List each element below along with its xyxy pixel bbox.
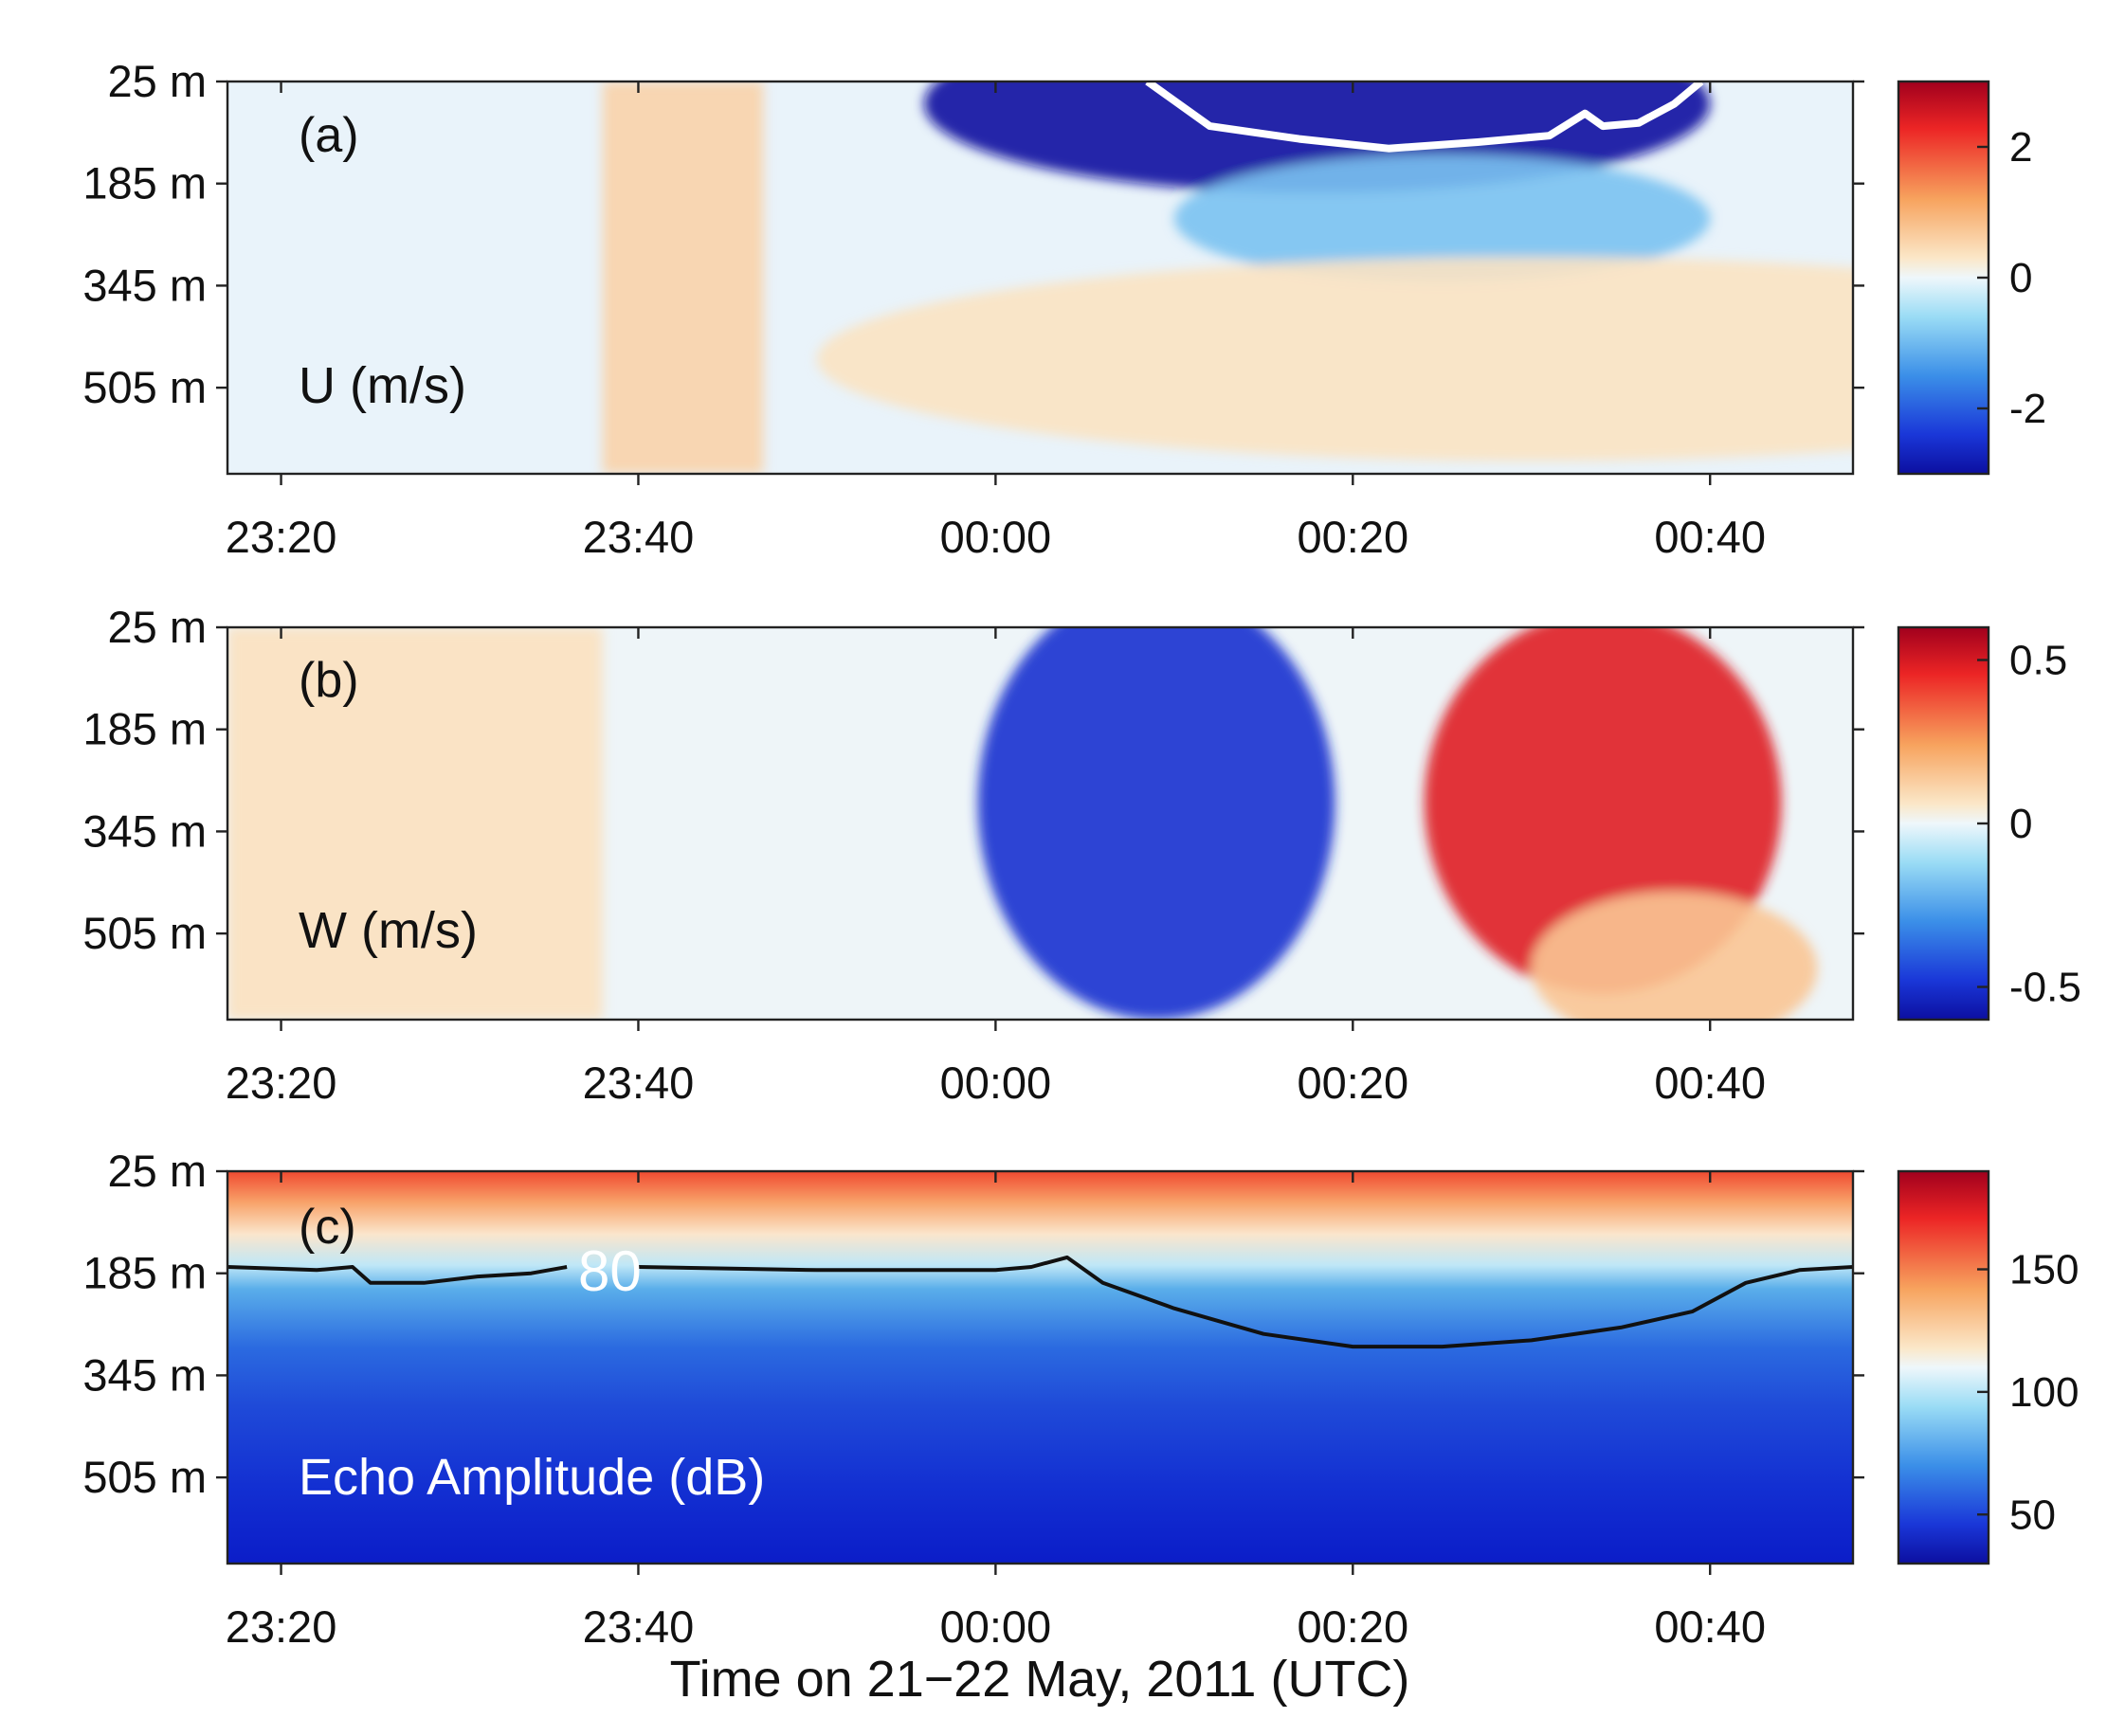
panel-b-tag: (b) — [299, 653, 359, 708]
panel-c-variable-label: Echo Amplitude (dB) — [299, 1449, 765, 1506]
panel-b-colorbar — [1897, 625, 1990, 1022]
panel-2-ytick-label-3: 505 m — [82, 1452, 207, 1502]
panel-2-xtick-label-0: 23:20 — [226, 1601, 337, 1652]
panel-1-xtick-label-4: 00:40 — [1654, 1058, 1766, 1108]
panel-b-colorbar-ticks: 0.5 0 -0.5 — [1977, 638, 2081, 1011]
panel-2-ytick-label-1: 185 m — [82, 1248, 207, 1298]
panel-0-xtick-label-0: 23:20 — [226, 512, 337, 562]
panel-1-cb-label-1: 0 — [2009, 801, 2032, 847]
panel-a-variable-label: U (m/s) — [299, 357, 466, 414]
panel-2-ytick-label-2: 345 m — [82, 1349, 207, 1400]
panel-0-xtick-label-1: 23:40 — [583, 512, 695, 562]
panel-0-ytick-label-2: 345 m — [82, 260, 207, 310]
panel-0-xtick-label-2: 00:00 — [940, 512, 1052, 562]
panel-c-contour-label: 80 — [578, 1239, 642, 1303]
panel-0-cb-label-1: 0 — [2009, 255, 2032, 301]
panel-2-xtick-label-1: 23:40 — [583, 1601, 695, 1652]
panel-2-cb-label-1: 100 — [2009, 1369, 2079, 1416]
panel-a-axes-frame — [226, 80, 1855, 476]
panel-0-ytick-label-0: 25 m — [108, 56, 208, 106]
panel-1-cb-label-2: -0.5 — [2009, 965, 2081, 1011]
panel-c-background — [227, 1171, 1853, 1564]
panel-b: 23:20 23:40 00:00 00:20 00:40 25 m 185 m 345 m 5… — [82, 602, 2081, 1108]
panel-2-xtick-label-4: 00:40 — [1654, 1601, 1766, 1652]
panel-b-axes-frame — [226, 625, 1855, 1022]
panel-1-xtick-label-2: 00:00 — [940, 1058, 1052, 1108]
panel-2-contour-line-0 — [227, 1265, 568, 1285]
panel-0-cb-label-2: -2 — [2009, 386, 2046, 432]
panel-a-contour — [1145, 81, 1704, 153]
panel-2-ytick-label-0: 25 m — [108, 1146, 208, 1196]
panel-c-tag: (c) — [299, 1200, 356, 1255]
panel-a-colorbar-ticks: 2 0 -2 — [1977, 124, 2046, 432]
panel-1-xtick-label-0: 23:20 — [226, 1058, 337, 1108]
panel-0-xtick-label-4: 00:40 — [1654, 512, 1766, 562]
panel-2-cb-label-2: 50 — [2009, 1492, 2056, 1538]
panel-1-xtick-label-1: 23:40 — [583, 1058, 695, 1108]
panel-2-xtick-label-3: 00:20 — [1297, 1601, 1408, 1652]
panel-c-colorbar-ticks: 150 100 50 — [1977, 1247, 2079, 1538]
panel-0-ytick-label-1: 185 m — [82, 158, 207, 208]
panel-0-cb-label-0: 2 — [2009, 124, 2032, 171]
panel-a: 23:20 23:40 00:00 00:20 00:40 25 m 185 m 345 m 5… — [82, 56, 2046, 562]
panel-1-blob-3 — [1531, 892, 1818, 1020]
panel-a-ticks: 23:20 23:40 00:00 00:20 00:40 25 m 185 m 345 m 5… — [82, 56, 1864, 562]
panel-2-xtick-label-2: 00:00 — [940, 1601, 1052, 1652]
panel-b-heatmap — [227, 627, 1818, 1020]
panel-c-colorbar — [1897, 1169, 1990, 1565]
panel-0-xtick-label-3: 00:20 — [1297, 512, 1408, 562]
panel-c-contour — [227, 1255, 1853, 1349]
panel-0-blob-2 — [1173, 154, 1711, 283]
panel-0-contour-line-0 — [1145, 81, 1704, 153]
panel-2-contour-line-1 — [638, 1255, 1853, 1349]
panel-1-ytick-label-2: 345 m — [82, 805, 207, 856]
panel-1-cb-label-0: 0.5 — [2009, 638, 2067, 684]
panel-1-ytick-label-1: 185 m — [82, 704, 207, 754]
panel-b-ticks: 23:20 23:40 00:00 00:20 00:40 25 m 185 m 345 m 5… — [82, 602, 1864, 1108]
x-axis-label: Time on 21−22 May, 2011 (UTC) — [670, 1651, 1410, 1708]
panel-0-ytick-label-3: 505 m — [82, 362, 207, 412]
panel-1-blob-1 — [977, 627, 1335, 1020]
panel-0-blob-3 — [817, 257, 1853, 461]
panel-1-xtick-label-3: 00:20 — [1297, 1058, 1408, 1108]
panel-2-cb-label-0: 150 — [2009, 1247, 2079, 1293]
panel-0-band-0 — [602, 81, 764, 474]
panel-a-tag: (a) — [299, 108, 359, 163]
panel-a-colorbar — [1897, 80, 1990, 476]
panel-c-axes-frame — [226, 1169, 1855, 1565]
panel-b-variable-label: W (m/s) — [299, 902, 478, 959]
panel-1-ytick-label-3: 505 m — [82, 908, 207, 958]
panel-c: 80 23:20 23:40 00:00 00:20 00:40 25 m 185 m 345… — [82, 1146, 2079, 1652]
panel-c-ticks: 23:20 23:40 00:00 00:20 00:40 25 m 185 m 345 m 5… — [82, 1146, 1864, 1652]
panel-1-band-0 — [227, 627, 603, 1020]
panel-1-ytick-label-0: 25 m — [108, 602, 208, 652]
